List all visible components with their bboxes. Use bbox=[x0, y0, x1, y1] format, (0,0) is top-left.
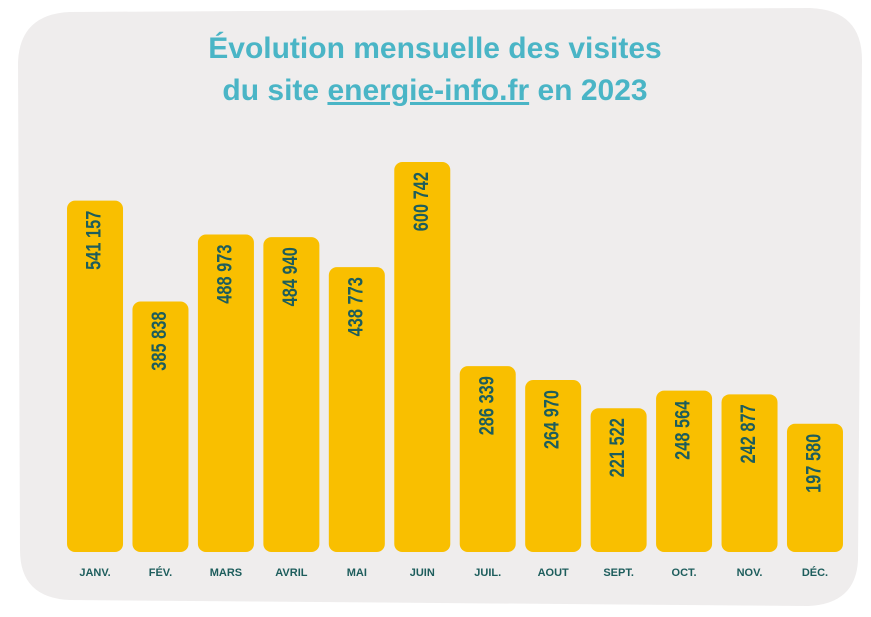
bar bbox=[786, 423, 843, 552]
x-tick-label: JUIL. bbox=[474, 567, 501, 579]
chart-title: Évolution mensuelle des visites bbox=[208, 31, 662, 65]
value-label: 242 877 bbox=[736, 404, 759, 463]
bar bbox=[721, 394, 778, 552]
bar bbox=[459, 366, 516, 552]
bar bbox=[328, 267, 385, 552]
bar bbox=[197, 234, 254, 552]
chart-title: en 2023 bbox=[537, 74, 647, 107]
bar bbox=[394, 162, 451, 552]
value-label: 600 742 bbox=[409, 172, 432, 231]
x-tick-label: OCT. bbox=[672, 567, 697, 579]
x-tick-label: AOUT bbox=[538, 567, 569, 579]
x-tick-label: JUIN bbox=[410, 567, 435, 579]
x-tick-label: DÉC. bbox=[802, 566, 828, 579]
x-tick-label: FÉV. bbox=[149, 566, 172, 579]
bar bbox=[590, 408, 647, 552]
x-tick-label: SEPT. bbox=[603, 567, 634, 579]
x-tick-label: NOV. bbox=[737, 567, 763, 579]
chart-title: du site bbox=[222, 74, 319, 107]
value-label: 484 940 bbox=[278, 247, 301, 306]
bar bbox=[67, 200, 124, 552]
value-label: 221 522 bbox=[605, 418, 628, 477]
x-tick-label: JANV. bbox=[79, 567, 110, 579]
x-tick-label: AVRIL bbox=[275, 567, 307, 579]
value-label: 286 339 bbox=[474, 376, 497, 435]
value-label: 385 838 bbox=[147, 312, 170, 371]
value-label: 248 564 bbox=[671, 400, 694, 460]
value-label: 438 773 bbox=[343, 277, 366, 336]
value-label: 264 970 bbox=[540, 390, 563, 449]
value-label: 197 580 bbox=[802, 434, 825, 493]
chart-title: du site energie-info.fr en 2023 bbox=[222, 74, 647, 107]
x-tick-label: MARS bbox=[210, 567, 242, 579]
bar bbox=[525, 379, 582, 552]
bar bbox=[132, 301, 189, 552]
value-label: 541 157 bbox=[82, 211, 105, 270]
x-tick-label: MAI bbox=[347, 567, 367, 579]
chart-title-link[interactable]: energie-info.fr bbox=[327, 74, 529, 107]
bar bbox=[263, 237, 320, 552]
value-label: 488 973 bbox=[213, 245, 236, 304]
bar bbox=[656, 390, 713, 552]
